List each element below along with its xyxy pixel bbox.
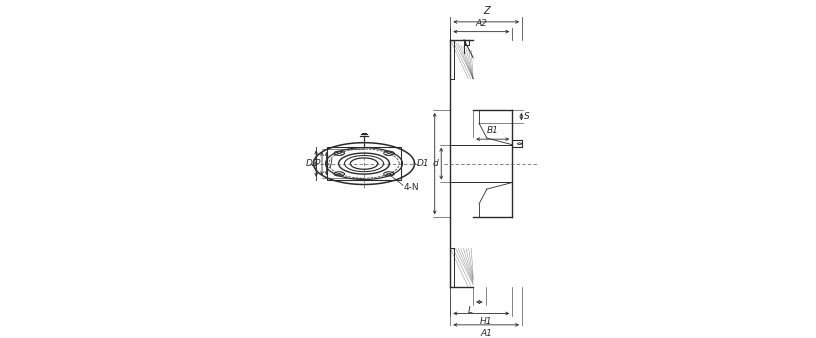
Text: A1: A1 — [481, 329, 492, 338]
Text: P: P — [315, 159, 321, 168]
Text: Z: Z — [483, 6, 490, 16]
Text: J: J — [330, 159, 332, 168]
Text: A2: A2 — [476, 19, 487, 28]
Text: 4-N: 4-N — [403, 184, 419, 192]
Text: d: d — [432, 159, 438, 168]
Text: S: S — [525, 112, 530, 121]
Text: L: L — [468, 306, 473, 315]
Text: D2: D2 — [305, 159, 318, 168]
Text: B1: B1 — [487, 126, 499, 135]
Text: H1: H1 — [480, 317, 492, 327]
Text: D1: D1 — [417, 159, 430, 168]
